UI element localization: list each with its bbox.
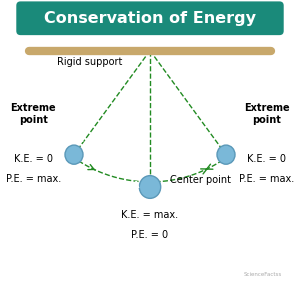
Text: P.E. = max.: P.E. = max.: [6, 174, 61, 183]
Text: ScienceFactss: ScienceFactss: [244, 272, 282, 277]
Text: K.E. = 0: K.E. = 0: [247, 154, 286, 164]
Text: Center point: Center point: [170, 175, 231, 185]
Ellipse shape: [65, 145, 83, 164]
Ellipse shape: [139, 176, 161, 198]
Ellipse shape: [217, 145, 235, 164]
Text: P.E. = 0: P.E. = 0: [131, 230, 169, 240]
Text: Extreme
point: Extreme point: [244, 103, 290, 125]
Text: K.E. = max.: K.E. = max.: [122, 210, 178, 220]
Text: A: A: [133, 181, 139, 190]
Text: K.E. = 0: K.E. = 0: [14, 154, 53, 164]
Text: C: C: [77, 135, 83, 144]
Text: Rigid support: Rigid support: [57, 57, 122, 67]
Text: B: B: [229, 135, 236, 144]
Text: Extreme
point: Extreme point: [11, 103, 56, 125]
Text: Conservation of Energy: Conservation of Energy: [44, 11, 256, 26]
Text: P.E. = max.: P.E. = max.: [239, 174, 294, 183]
FancyBboxPatch shape: [16, 1, 284, 35]
